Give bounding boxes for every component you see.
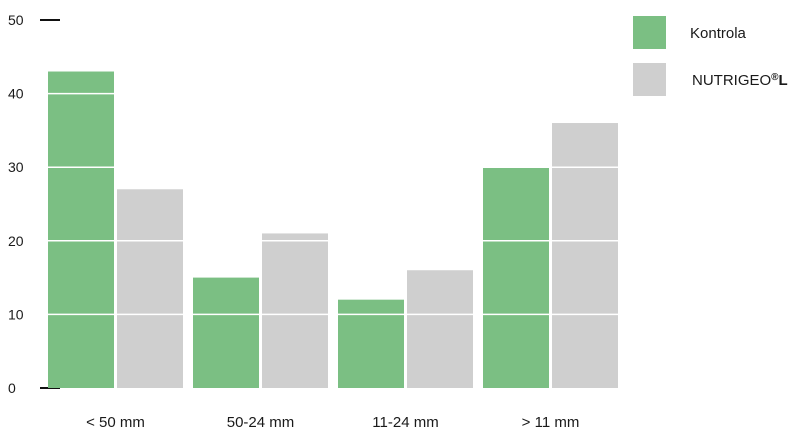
y-tick-label: 30: [8, 159, 24, 175]
x-category-label: 50-24 mm: [227, 414, 295, 431]
bars-group: [48, 71, 618, 389]
y-tick-label: 0: [8, 380, 16, 396]
bar-nutrigeo-4: [552, 123, 618, 388]
bar-kontrola-2: [193, 277, 259, 388]
bar-nutrigeo-1: [117, 189, 183, 388]
y-tick-label: 50: [8, 12, 24, 28]
gridlines: [40, 92, 620, 316]
legend: Kontrola NUTRIGEO®L: [633, 16, 788, 96]
bar-nutrigeo-3: [407, 270, 473, 388]
x-category-label: < 50 mm: [86, 414, 145, 431]
x-axis: < 50 mm 50-24 mm 11-24 mm > 11 mm: [86, 414, 579, 431]
legend-swatch-kontrola: [633, 16, 666, 49]
y-tick-label: 40: [8, 86, 24, 102]
legend-label-nutrigeo: NUTRIGEO®L: [692, 72, 788, 89]
bar-kontrola-3: [338, 299, 404, 388]
bar-kontrola-4: [483, 167, 549, 388]
bar-nutrigeo-2: [262, 233, 328, 388]
y-axis: 0 10 20 30 40 50: [8, 12, 60, 396]
y-tick-label: 20: [8, 233, 24, 249]
bar-kontrola-1: [48, 71, 114, 389]
x-category-label: > 11 mm: [522, 414, 580, 431]
legend-label-kontrola: Kontrola: [690, 25, 747, 42]
y-tick-label: 10: [8, 306, 24, 322]
legend-swatch-nutrigeo: [633, 63, 666, 96]
x-category-label: 11-24 mm: [372, 414, 438, 431]
